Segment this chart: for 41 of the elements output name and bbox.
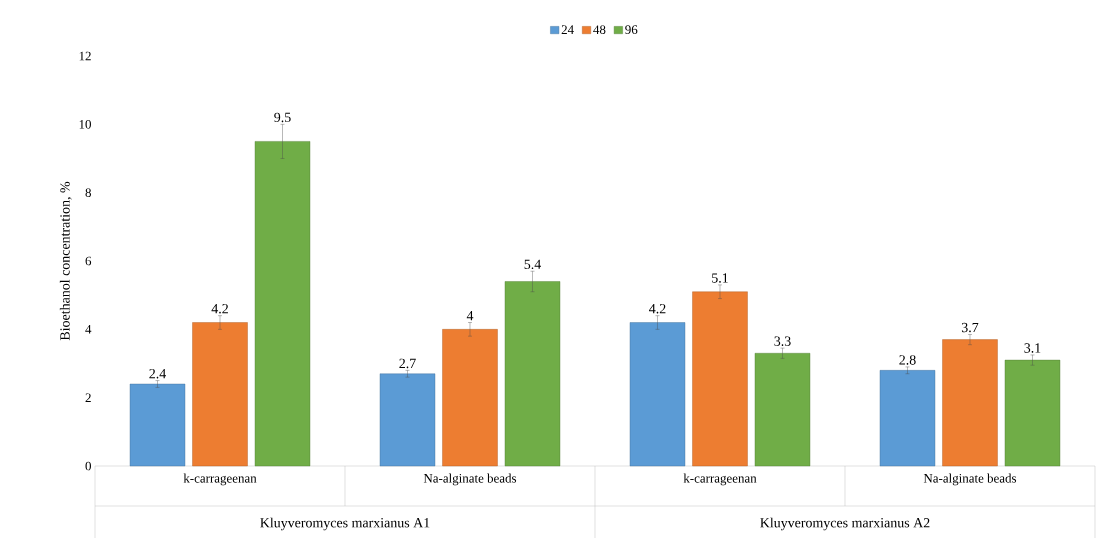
data-label: 3.3 xyxy=(774,336,791,346)
data-label: 3.7 xyxy=(961,322,979,333)
bar xyxy=(629,322,686,467)
bar xyxy=(129,383,186,467)
y-tick-label: 12 xyxy=(79,51,91,61)
data-label: 4 xyxy=(466,311,474,321)
y-tick-label: 4 xyxy=(85,325,92,334)
data-label: 3.1 xyxy=(1024,343,1041,353)
data-label: 9.5 xyxy=(274,112,291,123)
data-label: 2.8 xyxy=(899,355,916,365)
data-label: 5.1 xyxy=(712,273,728,283)
x-tick-label: Na-alginate beads xyxy=(423,473,517,486)
x-tick-label: Na-alginate beads xyxy=(923,473,1017,486)
bar xyxy=(254,141,311,467)
text: Kluyveromyces marxianus A2 xyxy=(760,517,930,531)
y-tick-label: 2 xyxy=(85,393,91,402)
bar xyxy=(379,373,436,467)
bar xyxy=(192,322,248,467)
legend-label: 48 xyxy=(593,25,606,35)
y-tick-label: 10 xyxy=(79,119,91,129)
y-tick-label: 8 xyxy=(85,188,91,198)
x-tick-label: k-carrageenan xyxy=(683,473,757,486)
y-tick-label: 6 xyxy=(85,256,92,266)
bar xyxy=(879,370,936,467)
legend-label: 96 xyxy=(625,25,638,35)
x-tick-label: k-carrageenan xyxy=(183,473,257,486)
bar xyxy=(942,339,998,467)
legend-label: 24 xyxy=(561,25,574,34)
y-axis-title: Bioethanol concentration, % xyxy=(59,181,72,341)
data-label: 2.7 xyxy=(399,358,416,369)
data-label: 2.4 xyxy=(149,368,167,379)
bar xyxy=(442,329,498,467)
data-label: 5.4 xyxy=(524,259,541,270)
bar xyxy=(754,353,811,467)
bar xyxy=(1004,359,1061,467)
data-label: 4.2 xyxy=(649,304,666,314)
bar xyxy=(504,281,561,467)
text: Kluyveromyces marxianus A1 xyxy=(260,517,430,531)
y-tick-label: 0 xyxy=(85,461,91,471)
bar xyxy=(692,291,748,467)
data-label: 4.2 xyxy=(211,304,228,314)
